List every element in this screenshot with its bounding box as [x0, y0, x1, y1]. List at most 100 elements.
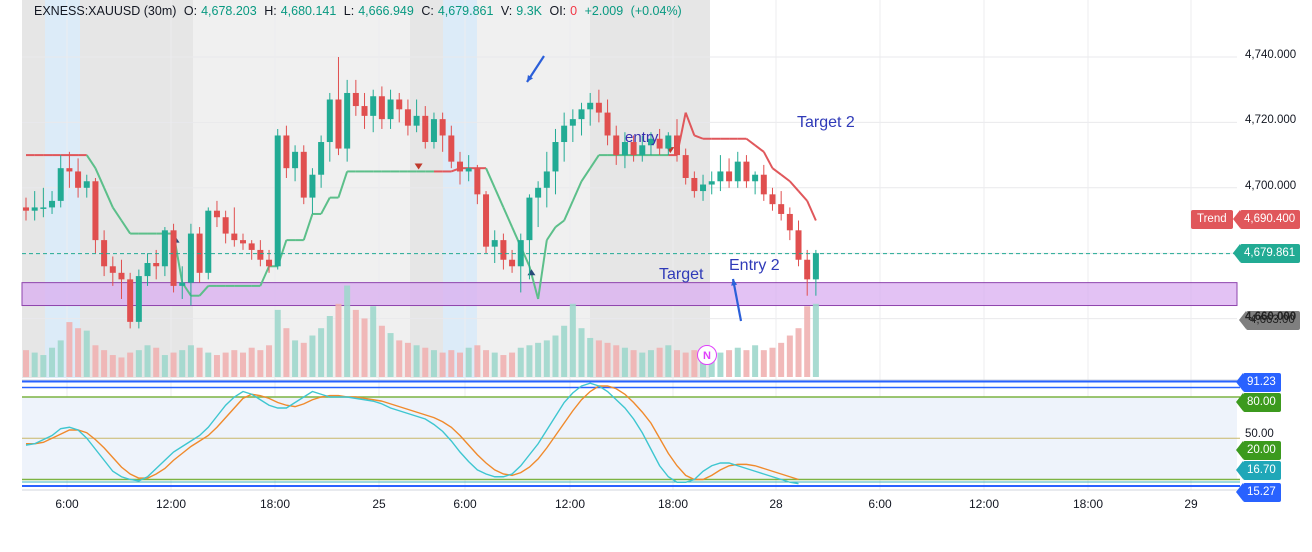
- stoch-d-line: [26, 385, 799, 481]
- trend-segment: [198, 285, 210, 297]
- volume-bar: [144, 345, 151, 377]
- volume-bar: [309, 335, 316, 377]
- volume-bar: [101, 350, 108, 377]
- volume-bar: [734, 347, 741, 377]
- time-label: 6:00: [868, 497, 892, 511]
- volume-bar: [630, 350, 637, 377]
- candle: [344, 79, 351, 162]
- volume-bar: [370, 306, 377, 377]
- volume-bar: [118, 357, 125, 377]
- candle: [274, 128, 281, 270]
- volume-bar: [517, 347, 524, 377]
- time-label: 29: [1184, 497, 1198, 511]
- candle: [526, 194, 533, 280]
- time-label: 18:00: [259, 497, 291, 511]
- volume-bar: [344, 285, 351, 377]
- low-label: L:: [343, 4, 355, 18]
- pointer-arrow-icon: [526, 55, 545, 83]
- candle: [170, 223, 177, 293]
- annotation-arrows: [526, 55, 743, 322]
- candle: [422, 106, 429, 149]
- candle: [595, 89, 602, 123]
- stoch-oversold-tag: 20.00: [1236, 441, 1281, 460]
- candle: [370, 89, 377, 133]
- volume-bar: [266, 345, 273, 377]
- entry-annotation[interactable]: entry: [625, 129, 659, 146]
- price-label-4700: 4,700.000: [1245, 180, 1297, 192]
- symbol-name: EXNESS:XAUUSD (30m): [34, 4, 177, 18]
- trend-segment: [771, 167, 782, 176]
- candle: [578, 102, 585, 136]
- time-label: 6:00: [55, 497, 79, 511]
- volume-bar: [656, 347, 663, 377]
- volume-bar: [231, 350, 238, 377]
- candle: [483, 191, 490, 254]
- trend-value-tag: 4,690.400: [1232, 210, 1301, 229]
- candle: [118, 259, 125, 299]
- open-label: O:: [183, 4, 198, 18]
- candle: [378, 86, 385, 129]
- candle: [639, 135, 646, 162]
- trend-segment: [259, 265, 270, 287]
- candle: [231, 207, 238, 247]
- candle: [500, 233, 507, 270]
- candle: [457, 151, 463, 185]
- volume-bar: [535, 342, 542, 377]
- candle: [491, 230, 498, 264]
- volume-bar: [387, 333, 394, 377]
- volume-bar: [561, 325, 568, 377]
- trend-label-tag: Trend: [1191, 210, 1233, 229]
- candle: [752, 171, 759, 195]
- candle: [318, 135, 325, 188]
- candle: [448, 125, 455, 169]
- target-zone: [21, 282, 1238, 307]
- oi-value: 0: [570, 4, 578, 18]
- target-2-annotation[interactable]: Target 2: [797, 114, 855, 131]
- volume-bar: [500, 355, 507, 377]
- trend-segment: [762, 151, 774, 169]
- volume-bar: [804, 306, 811, 377]
- candle: [630, 135, 637, 162]
- volume-bar: [92, 345, 99, 377]
- candle: [552, 128, 559, 195]
- candle: [31, 191, 38, 221]
- candle: [561, 112, 568, 162]
- trend-segment: [111, 206, 123, 222]
- candle: [621, 132, 628, 169]
- trend-segment: [780, 173, 791, 183]
- candle: [535, 181, 542, 228]
- candle: [127, 272, 134, 329]
- volume-bar: [205, 352, 212, 377]
- candle: [682, 148, 689, 185]
- candle: [795, 220, 802, 267]
- time-label: 12:00: [155, 497, 187, 511]
- time-label: 18:00: [657, 497, 689, 511]
- volume-bar: [786, 335, 793, 377]
- candle: [153, 249, 160, 280]
- volume-bar: [752, 345, 759, 377]
- volume-bar: [153, 347, 160, 377]
- volume-bar: [621, 347, 628, 377]
- volume-bar: [170, 352, 177, 377]
- trend-segment: [302, 213, 314, 241]
- candle: [543, 151, 550, 208]
- candle: [439, 112, 446, 152]
- volume-bar: [509, 352, 516, 377]
- volume-bar: [361, 318, 368, 377]
- trend-segment: [537, 239, 548, 300]
- entry-2-annotation[interactable]: Entry 2: [729, 257, 780, 274]
- volume-bar: [161, 355, 168, 377]
- candle: [674, 119, 680, 162]
- trend-segment: [502, 207, 513, 228]
- target-annotation[interactable]: Target: [659, 266, 704, 283]
- trend-segment: [563, 200, 574, 221]
- volume-bar: [127, 352, 134, 377]
- volume-bar: [187, 345, 194, 377]
- volume-bar: [743, 350, 750, 377]
- news-badge-icon[interactable]: N: [697, 345, 717, 365]
- candle: [309, 168, 316, 214]
- time-label: 28: [769, 497, 783, 511]
- volume-bar: [248, 347, 255, 377]
- trend-segment: [94, 167, 106, 189]
